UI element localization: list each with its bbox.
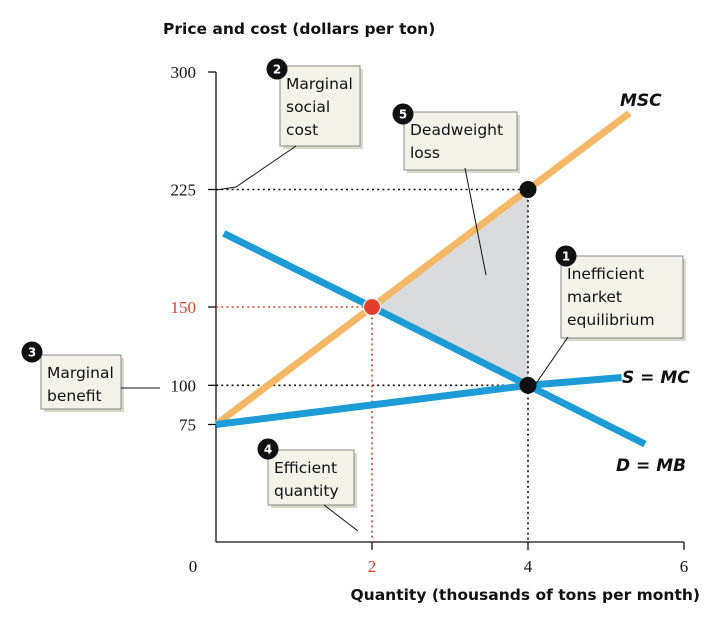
- note-marginal-social-cost-leader: [215, 145, 297, 191]
- note-inefficient-equilibrium-box: [560, 255, 684, 339]
- demand-curve: [222, 230, 647, 448]
- note-deadweight-loss-box: [403, 111, 518, 171]
- note-inefficient-equilibrium-badge-number: 1: [562, 250, 570, 264]
- point-efficient: [362, 297, 382, 317]
- y-tick-label-225: 225: [171, 181, 197, 200]
- note-inefficient-equilibrium-line-3: equilibrium: [567, 311, 655, 329]
- y-tick-label-75: 75: [179, 416, 196, 435]
- x-tick-label-2: 2: [368, 557, 377, 576]
- note-marginal-benefit-box: [40, 354, 122, 410]
- x-tick-label-4: 4: [524, 557, 533, 576]
- note-deadweight-loss-leader: [464, 167, 487, 276]
- note-marginal-social-cost-line-1: Marginal: [286, 75, 353, 93]
- x-tick-label-0: 0: [189, 557, 198, 576]
- note-marginal-benefit-badge: [21, 341, 43, 363]
- note-efficient-quantity-badge-number: 4: [264, 443, 272, 457]
- x-tick-label-6: 6: [680, 557, 689, 576]
- y-axis-title: Price and cost (dollars per ton): [163, 20, 435, 38]
- note-marginal-social-cost-line-3: cost: [286, 121, 318, 139]
- note-marginal-social-cost: Marginal social cost 2: [215, 58, 363, 191]
- y-tick-label-300: 300: [171, 63, 197, 82]
- note-inefficient-equilibrium-leader: [534, 336, 569, 386]
- note-inefficient-equilibrium-line-1: Inefficient: [567, 265, 644, 283]
- note-inefficient-equilibrium: Inefficient market equilibrium 1: [534, 245, 686, 386]
- y-tick-label-150: 150: [171, 298, 197, 317]
- point-market-equilibrium: [519, 376, 537, 394]
- x-axis-title: Quantity (thousands of tons per month): [351, 586, 701, 604]
- note-deadweight-loss-line-1: Deadweight: [410, 121, 503, 139]
- note-efficient-quantity-box: [267, 449, 355, 506]
- note-marginal-benefit-badge-number: 3: [28, 346, 36, 360]
- note-marginal-social-cost-badge: [266, 58, 288, 80]
- note-efficient-quantity-badge: [257, 438, 279, 460]
- note-efficient-quantity: Efficient quantity 4: [257, 438, 359, 532]
- note-inefficient-equilibrium-badge: [555, 245, 577, 267]
- note-marginal-social-cost-line-2: social: [286, 98, 330, 116]
- note-deadweight-loss-badge: [392, 103, 414, 125]
- note-marginal-benefit-line-1: Marginal: [47, 364, 114, 382]
- msc-label: MSC: [620, 91, 662, 111]
- note-efficient-quantity-line-2: quantity: [274, 482, 339, 500]
- demand-label: D = MB: [616, 456, 686, 476]
- note-deadweight-loss: Deadweight loss 5: [392, 103, 520, 276]
- note-marginal-benefit: Marginal benefit 3: [21, 341, 160, 412]
- note-efficient-quantity-line-1: Efficient: [274, 459, 337, 477]
- note-marginal-benefit-line-2: benefit: [47, 387, 102, 405]
- note-inefficient-equilibrium-line-2: market: [567, 288, 622, 306]
- deadweight-loss-area: [372, 189, 528, 386]
- note-marginal-social-cost-badge-number: 2: [273, 63, 281, 77]
- note-efficient-quantity-leader: [323, 504, 359, 532]
- y-tick-label-100: 100: [171, 376, 197, 395]
- note-deadweight-loss-badge-number: 5: [399, 108, 407, 122]
- note-deadweight-loss-line-2: loss: [410, 144, 440, 162]
- note-marginal-social-cost-box: [279, 65, 361, 147]
- point-msc-at-market: [519, 181, 537, 198]
- supply-label: S = MC: [622, 368, 690, 388]
- plot-area: 75 100 150 225 300 0 2 4 6 MSC S = MC D = MB Margina…: [21, 58, 690, 576]
